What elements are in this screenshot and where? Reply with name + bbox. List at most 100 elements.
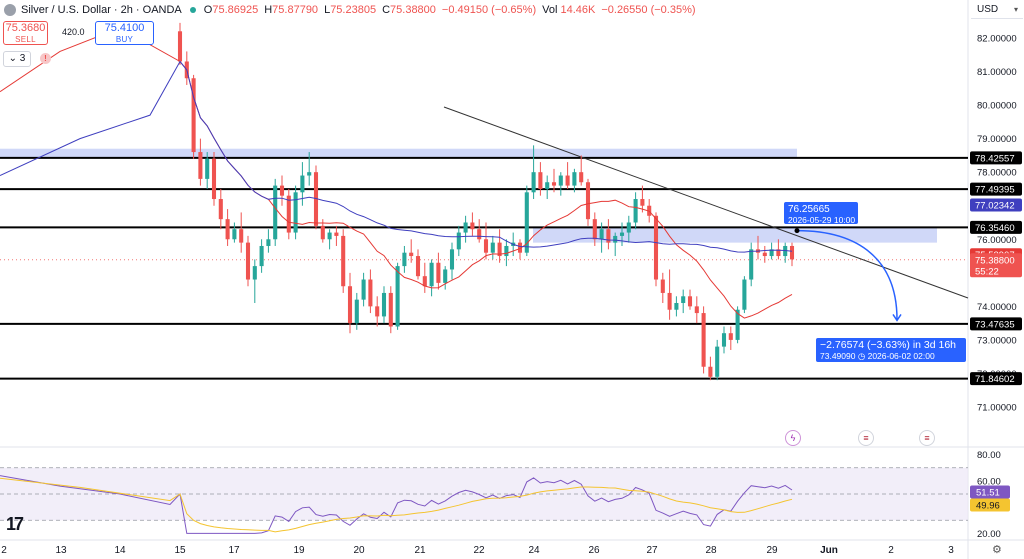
candle xyxy=(497,229,502,263)
candle-body xyxy=(443,269,448,283)
candle-body xyxy=(538,172,543,189)
candle-body xyxy=(585,182,591,220)
candle-body xyxy=(626,222,631,233)
level-tag-text: 77.49395 xyxy=(975,185,1015,196)
candle-body xyxy=(395,266,400,327)
projection-start-point xyxy=(794,228,800,234)
us-flag-event-icon[interactable]: ≡ xyxy=(858,430,874,446)
buy-label: BUY xyxy=(115,35,134,44)
candle xyxy=(769,242,774,260)
time-tick-label: 27 xyxy=(646,545,658,556)
candle xyxy=(211,152,217,206)
candle xyxy=(626,215,631,243)
symbol-title[interactable]: Silver / U.S. Dollar · 2h · OANDA xyxy=(21,4,182,16)
candle xyxy=(715,339,720,381)
level-tag-text: 76.35460 xyxy=(975,223,1015,234)
rsi-value-text: 51.51 xyxy=(976,488,1000,499)
sell-button[interactable]: 75.3680 SELL xyxy=(3,21,48,45)
rsi-tick-label: 80.00 xyxy=(977,450,1001,461)
candle-body xyxy=(409,252,414,257)
candle xyxy=(640,185,645,213)
candle-body xyxy=(456,232,461,250)
level-tag-bg xyxy=(970,182,1022,196)
candle xyxy=(674,296,679,317)
candle xyxy=(205,152,210,189)
candle xyxy=(449,242,455,280)
candle-body xyxy=(347,286,353,324)
candle xyxy=(409,239,414,263)
price-tick-label: 71.00000 xyxy=(977,402,1017,413)
candle xyxy=(585,178,591,226)
candle xyxy=(735,306,740,344)
candle-body xyxy=(279,185,285,196)
candle xyxy=(293,185,298,240)
time-tick-label: Jun xyxy=(820,545,838,556)
candle-body xyxy=(368,279,373,307)
currency-selector[interactable]: USD ▾ xyxy=(971,1,1023,19)
candle xyxy=(388,286,393,334)
settings-icon[interactable]: ⚙ xyxy=(992,544,1002,556)
rsi-tick-label: 20.00 xyxy=(977,529,1001,540)
candle xyxy=(456,225,461,257)
us-flag-event-icon[interactable]: ≡ xyxy=(919,430,935,446)
candle xyxy=(613,232,618,257)
candle xyxy=(572,168,577,193)
candle xyxy=(633,192,638,230)
candle-body xyxy=(558,175,563,186)
time-tick-label: 3 xyxy=(948,545,954,556)
candle-body xyxy=(273,185,278,240)
sr-zone xyxy=(533,227,937,243)
candle-body xyxy=(524,192,529,253)
buy-button[interactable]: 75.4100 BUY xyxy=(95,21,154,45)
chevron-down-icon: ⌄ xyxy=(8,53,18,64)
level-price-tag: 78.42557 xyxy=(970,151,1022,165)
sell-price: 75.3680 xyxy=(5,22,46,34)
silver-logo-icon xyxy=(4,4,16,16)
projection-target: 73.49090 ◷ 2026-06-02 02:00 xyxy=(820,351,935,361)
candle xyxy=(252,259,257,304)
projection-arrow xyxy=(796,229,898,320)
candle-body xyxy=(708,366,713,377)
candle xyxy=(436,252,441,290)
candle-body xyxy=(449,249,455,270)
candle xyxy=(225,209,230,246)
last-price-tag-bg xyxy=(970,253,1022,278)
time-tick-label: 15 xyxy=(174,545,186,556)
candle xyxy=(463,215,468,243)
candle xyxy=(286,188,291,240)
candle-body xyxy=(259,245,264,267)
projection-change: −2.76574 (−3.63%) in 3d 16h xyxy=(820,339,956,351)
candle-body xyxy=(504,245,509,257)
level-tag-text: 78.42557 xyxy=(975,153,1015,164)
candle xyxy=(429,259,434,297)
time-tick-label: 19 xyxy=(293,545,305,556)
price-tick-label: 79.00000 xyxy=(977,134,1017,145)
candle-body xyxy=(354,299,359,324)
candle-body xyxy=(762,252,767,257)
candle-body xyxy=(735,309,740,340)
candle-body xyxy=(592,219,597,240)
time-tick-label: 13 xyxy=(55,545,67,556)
volume-change: −0.26550 (−0.35%) xyxy=(601,4,696,16)
rsi-tick-label: 60.00 xyxy=(977,476,1001,487)
candle xyxy=(334,225,339,246)
candle xyxy=(191,74,196,159)
candle-body xyxy=(341,235,346,287)
candle xyxy=(701,306,706,374)
spread-value: 420.0 xyxy=(62,27,85,37)
candle xyxy=(307,152,312,186)
candle xyxy=(789,242,795,267)
candle xyxy=(245,235,251,287)
candle xyxy=(538,162,543,196)
volume-value: 14.46K xyxy=(560,4,596,16)
tradingview-logo[interactable]: 17 xyxy=(6,514,24,534)
candle-body xyxy=(483,239,489,253)
candle-body xyxy=(742,279,747,310)
event-bolt-icon[interactable]: ϟ xyxy=(785,430,801,446)
warning-icon[interactable]: ! xyxy=(40,53,51,64)
level-tag-bg xyxy=(970,151,1022,165)
indicators-toggle[interactable]: ⌄ 3 xyxy=(3,51,31,67)
price-tick-label: 76.00000 xyxy=(977,235,1017,246)
